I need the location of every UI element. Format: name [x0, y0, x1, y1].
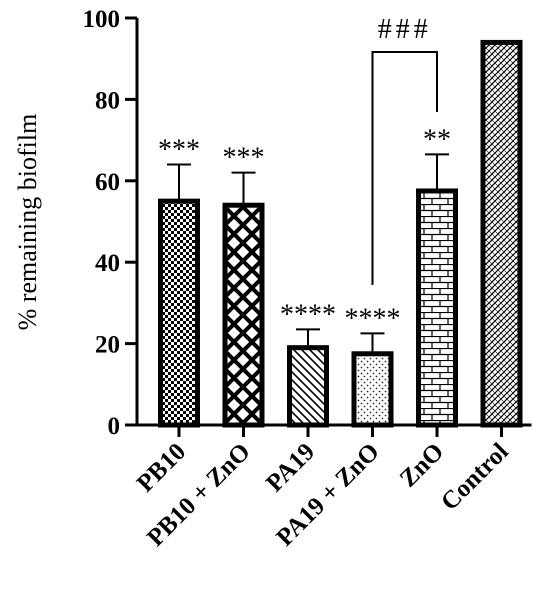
x-tick-label: Control: [436, 438, 514, 516]
significance-label: ****: [280, 299, 336, 330]
bar: [351, 351, 394, 428]
significance-label: ****: [345, 303, 401, 334]
annotations: ###: [371, 14, 438, 285]
bars: *** ******* ******: [158, 39, 523, 428]
x-tick-label: PA19: [261, 438, 320, 497]
y-tick-label: 100: [83, 6, 121, 33]
significance-label: ***: [158, 135, 200, 166]
y-tick-label: 80: [95, 87, 120, 114]
bracket-label: ###: [378, 14, 432, 45]
y-tick-label: 0: [108, 413, 121, 440]
significance-label: ***: [223, 143, 265, 174]
significance-label: **: [423, 124, 451, 155]
y-axis-label: % remaining biofilm: [13, 114, 42, 331]
y-axis: 0 20 40 60 80 100: [83, 6, 139, 440]
x-tick-label: PB10: [132, 438, 191, 497]
x-tick-label: ZnO: [395, 438, 449, 492]
y-tick-label: 20: [95, 332, 120, 359]
bar: [416, 188, 458, 428]
y-tick-label: 60: [95, 169, 120, 196]
bar: [480, 39, 523, 428]
bar: [222, 202, 265, 428]
bar: [287, 345, 329, 428]
comparison-bracket: [371, 51, 438, 285]
bar: [158, 198, 200, 428]
y-tick-label: 40: [95, 250, 120, 277]
